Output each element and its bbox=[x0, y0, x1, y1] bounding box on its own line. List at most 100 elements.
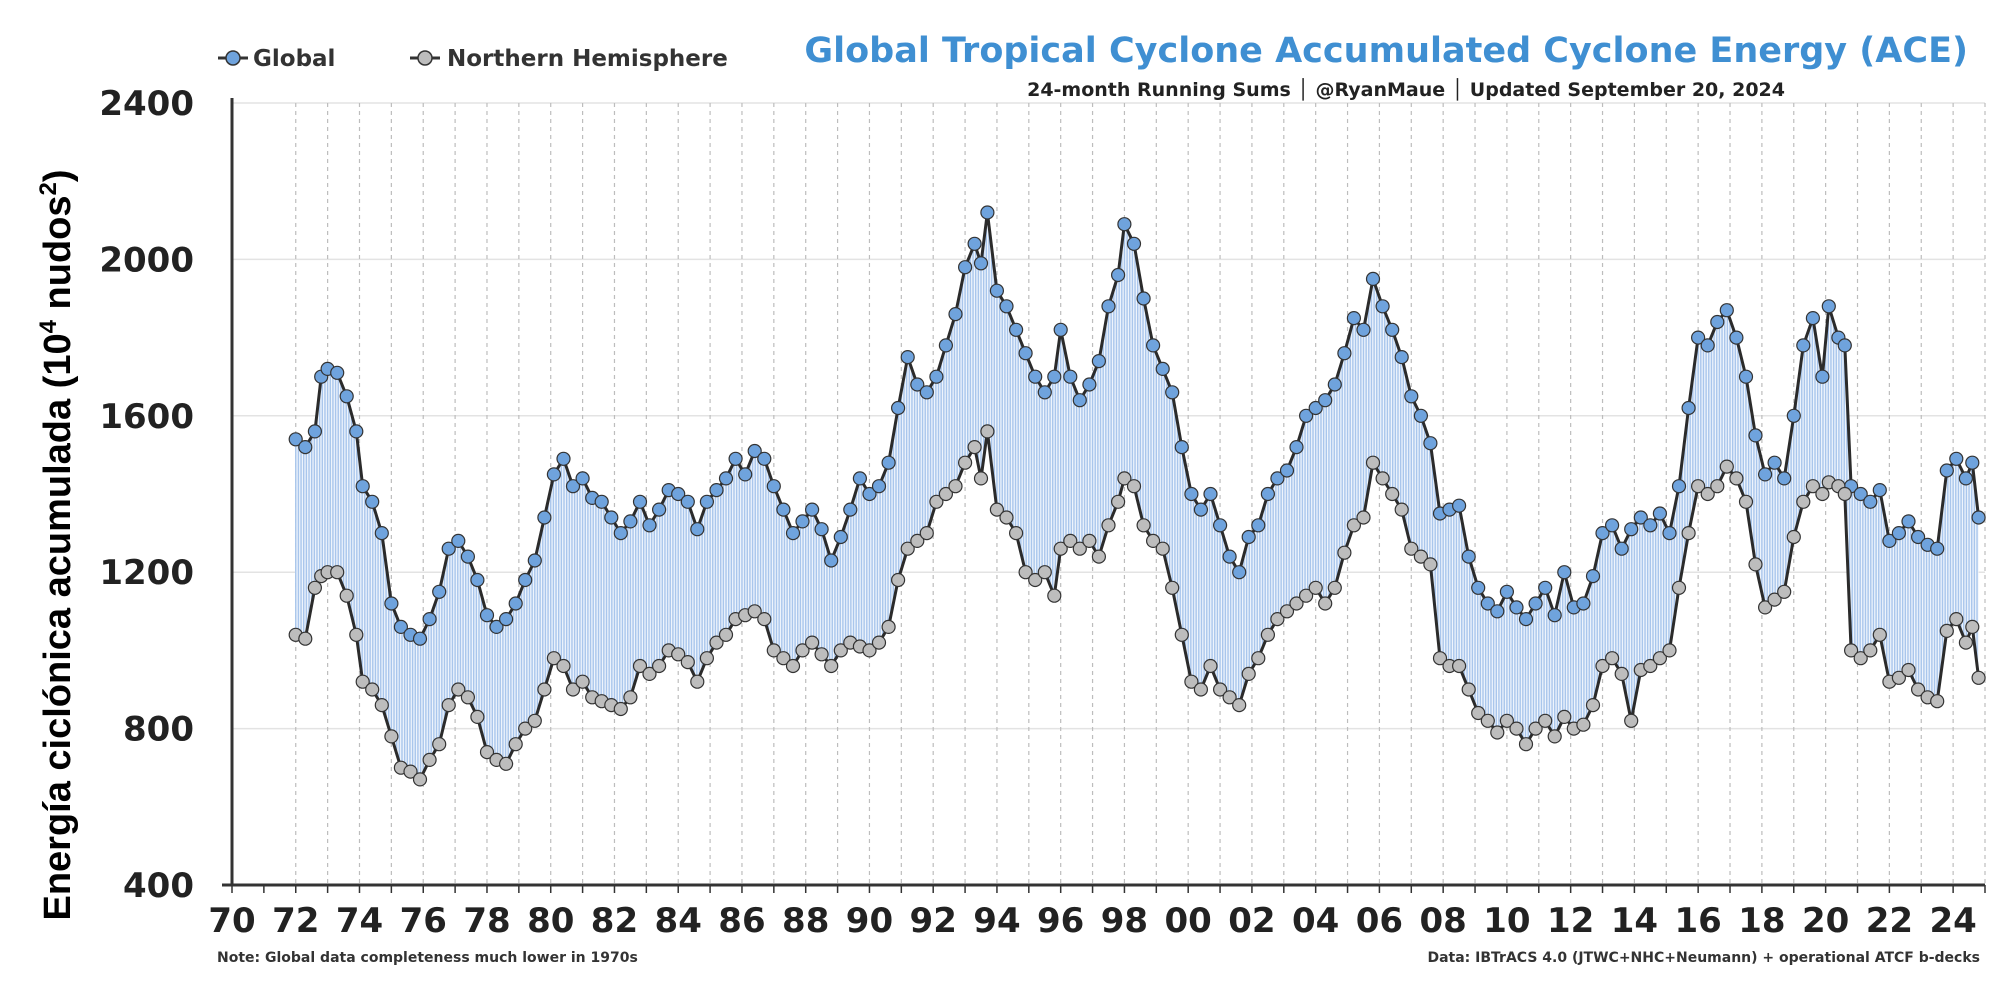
data-point-northern-hemisphere bbox=[1423, 557, 1438, 572]
data-point-northern-hemisphere bbox=[479, 744, 495, 760]
data-point-global bbox=[365, 494, 380, 509]
data-point-northern-hemisphere bbox=[1165, 580, 1180, 595]
data-point-global bbox=[973, 256, 989, 271]
data-point-global bbox=[1604, 518, 1620, 533]
data-point-global bbox=[989, 283, 1005, 298]
data-point-northern-hemisphere bbox=[1604, 651, 1620, 666]
x-tick-label: 92 bbox=[910, 901, 957, 941]
legend-marker-global bbox=[225, 50, 241, 66]
data-point-global bbox=[1796, 338, 1811, 353]
data-point-northern-hemisphere bbox=[1910, 682, 1926, 697]
data-point-northern-hemisphere bbox=[1394, 502, 1409, 517]
data-point-northern-hemisphere bbox=[671, 647, 686, 662]
data-point-global bbox=[623, 514, 638, 529]
data-point-global bbox=[1184, 486, 1199, 502]
data-point-northern-hemisphere bbox=[546, 651, 562, 666]
data-point-global bbox=[1337, 346, 1352, 361]
data-point-global bbox=[1279, 463, 1295, 478]
data-point-global bbox=[604, 510, 619, 525]
data-point-northern-hemisphere bbox=[1365, 455, 1381, 470]
data-point-northern-hemisphere bbox=[1805, 479, 1821, 494]
data-point-northern-hemisphere bbox=[1949, 611, 1964, 627]
data-point-northern-hemisphere bbox=[1053, 541, 1068, 556]
data-point-global bbox=[1241, 529, 1256, 545]
y-tick-label: 400 bbox=[123, 866, 194, 906]
data-point-northern-hemisphere bbox=[374, 697, 389, 713]
data-point-northern-hemisphere bbox=[384, 729, 399, 744]
data-point-global bbox=[1260, 486, 1276, 502]
data-point-northern-hemisphere bbox=[537, 682, 552, 697]
data-point-northern-hemisphere bbox=[613, 701, 628, 717]
data-point-northern-hemisphere bbox=[451, 682, 466, 697]
data-point-global bbox=[804, 502, 820, 517]
data-point-northern-hemisphere bbox=[938, 486, 954, 502]
chart-title: Global Tropical Cyclone Accumulated Cycl… bbox=[804, 31, 1968, 71]
data-point-global bbox=[1289, 440, 1304, 455]
data-point-global bbox=[1930, 541, 1945, 556]
data-point-global bbox=[1174, 440, 1189, 455]
data-point-global bbox=[900, 350, 915, 365]
data-point-northern-hemisphere bbox=[1662, 643, 1677, 658]
data-point-global bbox=[881, 455, 896, 470]
data-point-northern-hemisphere bbox=[1028, 572, 1043, 588]
data-point-northern-hemisphere bbox=[1490, 725, 1505, 740]
data-point-global bbox=[1576, 596, 1591, 611]
data-point-northern-hemisphere bbox=[1547, 729, 1562, 744]
data-point-northern-hemisphere bbox=[1145, 533, 1161, 549]
data-point-global bbox=[1499, 584, 1515, 599]
data-point-northern-hemisphere bbox=[1063, 533, 1078, 549]
data-point-northern-hemisphere bbox=[623, 690, 638, 705]
data-point-northern-hemisphere bbox=[1222, 690, 1237, 705]
data-point-global bbox=[776, 502, 791, 517]
data-point-global bbox=[1757, 467, 1773, 482]
data-point-global bbox=[680, 494, 695, 509]
data-point-northern-hemisphere bbox=[403, 764, 418, 779]
data-point-northern-hemisphere bbox=[1037, 565, 1052, 580]
data-point-northern-hemisphere bbox=[1796, 494, 1811, 509]
data-point-northern-hemisphere bbox=[1184, 674, 1199, 689]
data-point-northern-hemisphere bbox=[1528, 721, 1543, 736]
data-point-global bbox=[1251, 518, 1266, 533]
x-tick-label: 10 bbox=[1483, 901, 1530, 941]
data-point-northern-hemisphere bbox=[632, 658, 648, 674]
x-tick-label: 00 bbox=[1165, 901, 1212, 941]
data-point-northern-hemisphere bbox=[1614, 666, 1629, 682]
data-point-global bbox=[537, 510, 552, 525]
data-point-global bbox=[1614, 541, 1629, 556]
data-point-northern-hemisphere bbox=[1193, 682, 1209, 697]
data-point-northern-hemisphere bbox=[1413, 549, 1429, 564]
data-point-global bbox=[412, 631, 428, 646]
data-point-global bbox=[1365, 271, 1381, 286]
data-point-northern-hemisphere bbox=[1729, 471, 1744, 486]
data-point-global bbox=[1155, 361, 1170, 376]
data-point-northern-hemisphere bbox=[1958, 635, 1974, 650]
data-point-global bbox=[374, 525, 389, 541]
data-point-global bbox=[1585, 568, 1601, 584]
data-point-global bbox=[1193, 502, 1209, 517]
data-point-global bbox=[1910, 529, 1926, 545]
data-point-global bbox=[757, 451, 772, 466]
data-point-global bbox=[1126, 236, 1142, 251]
data-point-northern-hemisphere bbox=[1101, 518, 1116, 533]
data-point-northern-hemisphere bbox=[365, 682, 380, 697]
data-point-global bbox=[1872, 483, 1887, 498]
data-point-northern-hemisphere bbox=[642, 666, 657, 682]
data-point-global bbox=[1072, 393, 1087, 408]
grid bbox=[232, 102, 1986, 886]
data-point-global bbox=[1327, 377, 1342, 392]
data-point-northern-hemisphere bbox=[1777, 584, 1792, 599]
data-point-northern-hemisphere bbox=[1471, 705, 1486, 721]
data-point-global bbox=[728, 451, 743, 466]
data-point-global bbox=[307, 424, 322, 439]
data-point-northern-hemisphere bbox=[1971, 670, 1986, 685]
series-layer bbox=[288, 205, 1986, 787]
data-point-global bbox=[1643, 518, 1658, 533]
data-point-northern-hemisphere bbox=[1318, 596, 1333, 611]
data-point-northern-hemisphere bbox=[1671, 580, 1687, 595]
data-point-northern-hemisphere bbox=[1748, 557, 1763, 572]
data-point-northern-hemisphere bbox=[776, 651, 791, 666]
data-point-global bbox=[1145, 338, 1161, 353]
data-point-northern-hemisphere bbox=[1499, 713, 1515, 728]
data-point-northern-hemisphere bbox=[795, 643, 810, 658]
